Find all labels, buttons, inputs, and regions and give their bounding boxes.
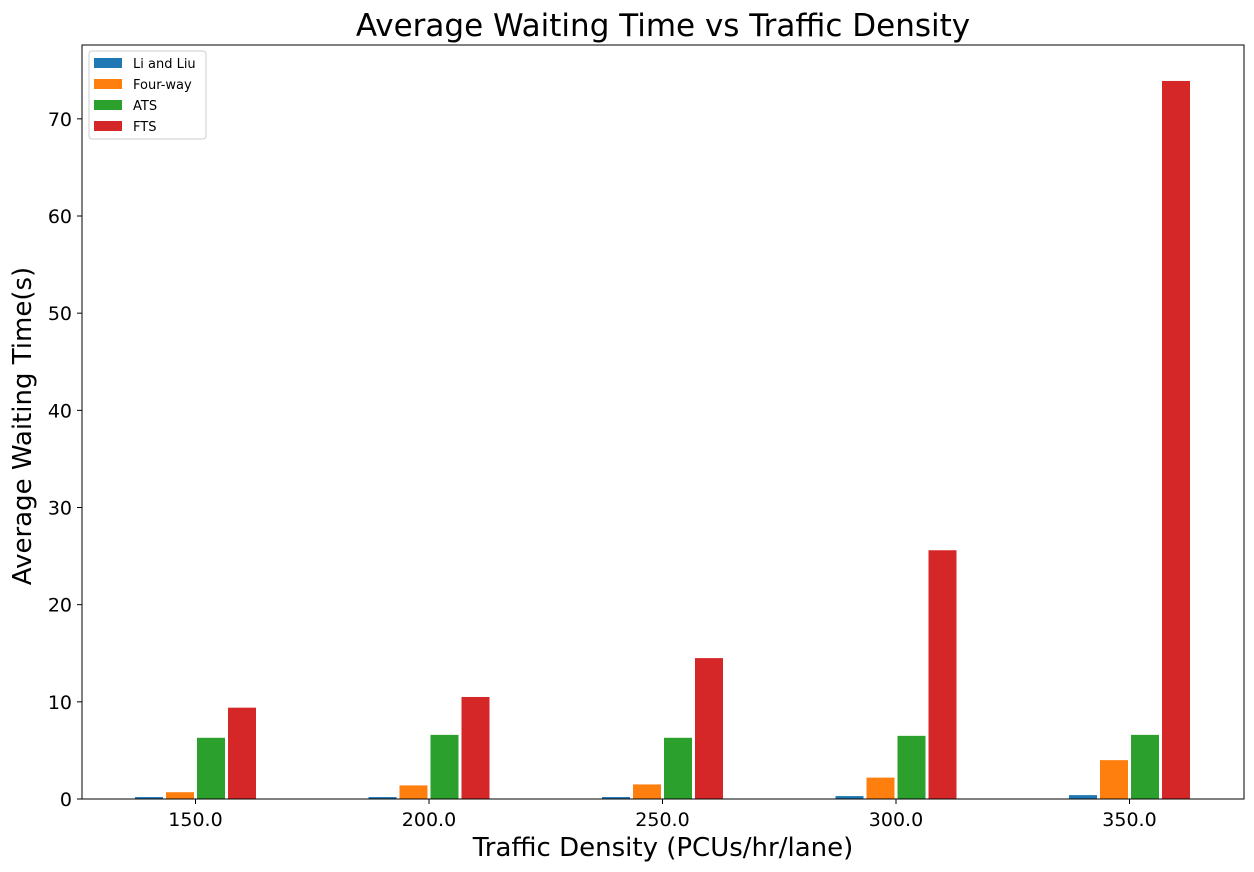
bar-li-and-liu-200.0 [368,797,397,799]
bar-li-and-liu-150.0 [135,797,163,799]
x-tick-label: 250.0 [635,809,689,831]
bar-four-way-150.0 [166,792,194,799]
bar-li-and-liu-350.0 [1069,795,1097,799]
bar-fts-200.0 [461,696,490,799]
bar-ats-150.0 [197,737,225,799]
plot-frame [81,44,1245,800]
y-tick-label: 60 [48,206,72,228]
legend-label: Li and Liu [133,57,196,72]
bar-ats-350.0 [1131,734,1159,799]
bar-ats-300.0 [897,735,926,799]
bar-fts-300.0 [928,550,957,799]
y-tick-label: 70 [48,109,72,131]
chart-title: Average Waiting Time vs Traffic Density [356,8,970,44]
plot-area: 150.0 200.0 250.0 300.0 350.0 0 10 20 30 40 50 60 70 [48,80,1190,831]
x-tick-label: 150.0 [168,809,222,831]
legend: Li and Liu Four-way ATS FTS [88,50,207,140]
y-tick-label: 50 [48,303,72,325]
bar-four-way-250.0 [633,784,661,799]
y-tick-label: 0 [60,789,72,811]
y-tick-label: 40 [48,400,72,422]
x-tick-label: 300.0 [869,809,923,831]
legend-label: Four-way [133,78,192,93]
legend-box [88,50,207,140]
legend-swatch [94,100,122,110]
y-tick-label: 30 [48,498,72,520]
bar-four-way-300.0 [866,777,895,799]
bar-ats-250.0 [664,737,692,799]
y-axis-label: Average Waiting Time(s) [8,267,38,585]
bar-fts-250.0 [695,658,723,799]
bar-fts-150.0 [228,707,256,799]
bar-fts-350.0 [1162,80,1190,799]
bar-li-and-liu-250.0 [602,797,630,799]
legend-swatch [94,58,122,68]
y-tick-label: 10 [48,692,72,714]
x-tick-label: 350.0 [1102,809,1156,831]
legend-swatch [94,121,122,131]
bar-four-way-200.0 [399,785,428,799]
bar-ats-200.0 [430,734,459,799]
bar-li-and-liu-300.0 [835,796,864,799]
x-axis-label: Traffic Density (PCUs/hr/lane) [472,833,854,863]
x-tick-label: 200.0 [402,809,456,831]
legend-swatch [94,79,122,89]
legend-label: FTS [133,120,156,135]
y-tick-label: 20 [48,595,72,617]
bar-four-way-350.0 [1100,760,1128,799]
legend-label: ATS [133,99,157,114]
